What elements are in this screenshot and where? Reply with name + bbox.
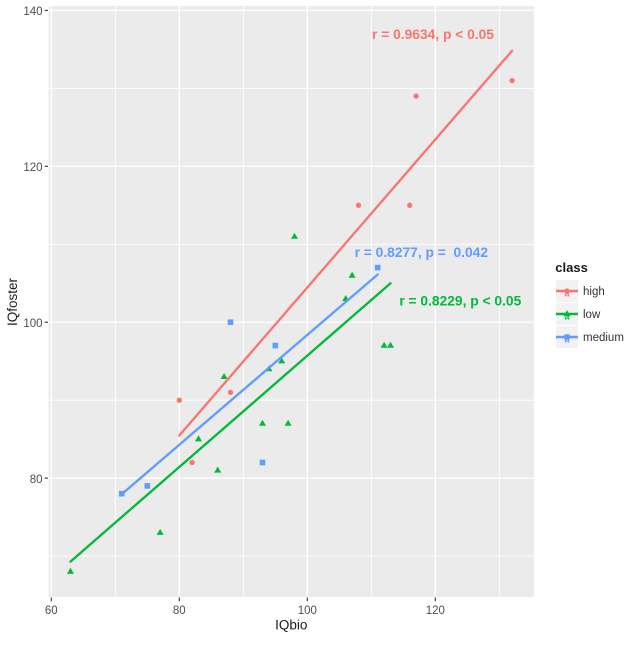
svg-text:120: 120 xyxy=(426,605,445,617)
svg-text:r = 0.8229, p < 0.05: r = 0.8229, p < 0.05 xyxy=(399,293,521,308)
svg-text:a: a xyxy=(564,335,570,345)
svg-text:medium: medium xyxy=(583,332,624,344)
svg-text:high: high xyxy=(583,286,605,298)
svg-text:80: 80 xyxy=(30,474,43,486)
svg-text:low: low xyxy=(583,309,601,321)
svg-text:r = 0.9634, p < 0.05: r = 0.9634, p < 0.05 xyxy=(372,27,494,42)
svg-text:60: 60 xyxy=(45,605,58,617)
svg-text:140: 140 xyxy=(23,6,42,18)
svg-text:r = 0.8277, p = 0.042: r = 0.8277, p = 0.042 xyxy=(355,245,489,260)
svg-text:a: a xyxy=(564,312,570,322)
svg-text:class: class xyxy=(555,260,588,275)
svg-text:a: a xyxy=(564,289,570,299)
svg-text:IQbio: IQbio xyxy=(275,618,307,633)
svg-text:IQfoster: IQfoster xyxy=(5,277,20,326)
svg-text:120: 120 xyxy=(23,162,42,174)
svg-text:100: 100 xyxy=(298,605,317,617)
svg-text:80: 80 xyxy=(173,605,186,617)
svg-text:100: 100 xyxy=(23,318,42,330)
